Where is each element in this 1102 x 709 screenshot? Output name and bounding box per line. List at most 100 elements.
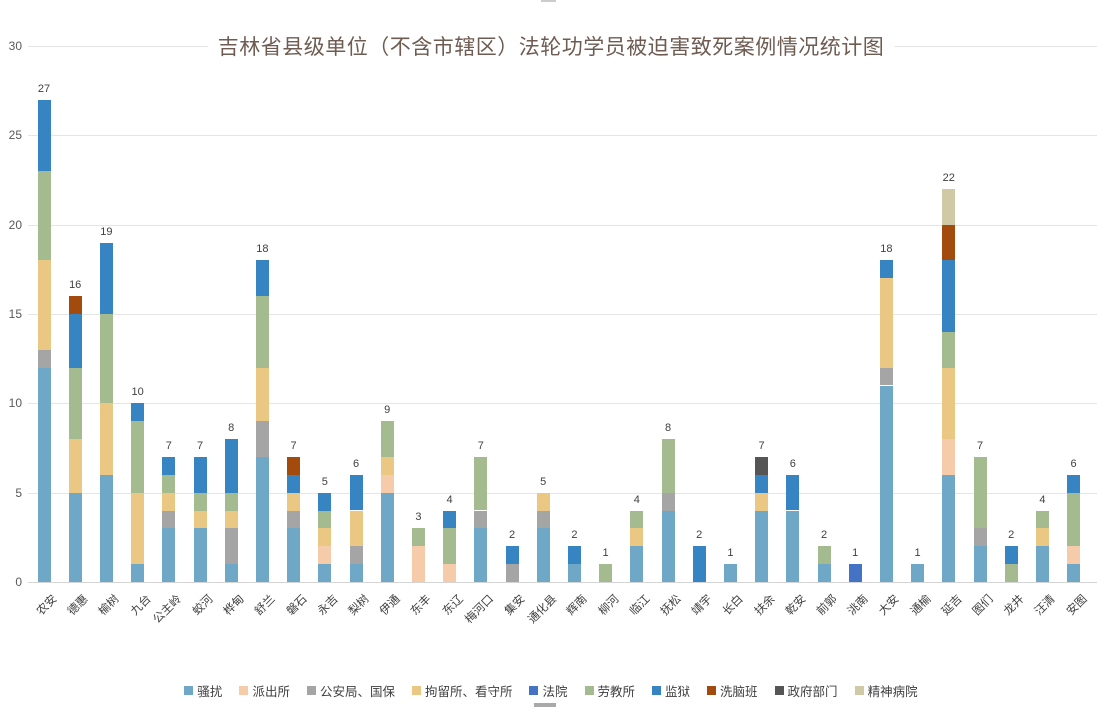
- bar-total-label: 6: [1070, 457, 1077, 470]
- x-axis-label: 延吉: [938, 591, 965, 618]
- legend-label: 劳教所: [597, 684, 636, 699]
- x-axis-label: 柳河: [595, 591, 622, 618]
- bar-segment: [661, 492, 675, 511]
- bar-segment: [131, 564, 145, 582]
- x-axis-label: 德惠: [64, 591, 91, 618]
- bar-segment: [380, 456, 394, 475]
- bar-total-label: 1: [852, 547, 859, 560]
- bar-segment: [37, 349, 51, 368]
- bar-segment: [1067, 474, 1081, 493]
- legend-label: 骚扰: [197, 684, 223, 699]
- legend-item: 精神病院: [854, 681, 918, 700]
- legend-item: 劳教所: [584, 681, 636, 700]
- x-axis-label: 通化县: [524, 591, 559, 627]
- bar-total-label: 7: [165, 439, 172, 452]
- bar-segment: [162, 456, 176, 475]
- bar-segment: [786, 510, 800, 582]
- bar-segment: [1035, 510, 1049, 529]
- x-axis-label: 永吉: [314, 591, 341, 618]
- x-axis-label: 长白: [719, 591, 747, 618]
- bar-segment: [193, 492, 207, 511]
- bar-segment: [68, 367, 82, 440]
- bar-segment: [224, 492, 238, 511]
- y-tick-label: 20: [8, 217, 22, 232]
- x-axis-label: 龙井: [1000, 591, 1027, 618]
- legend-item: 骚扰: [184, 681, 222, 700]
- bar-segment: [630, 528, 644, 547]
- bar-segment: [1035, 528, 1049, 547]
- bar-segment: [287, 528, 301, 582]
- x-axis-label: 蛟河: [189, 591, 216, 618]
- bar-segment: [599, 564, 613, 582]
- bar-total-label: 2: [508, 529, 516, 542]
- bar-segment: [411, 528, 425, 547]
- bar-segment: [287, 456, 301, 475]
- bar-segment: [973, 456, 987, 529]
- bar-segment: [942, 331, 956, 368]
- legend-label: 派出所: [252, 684, 290, 699]
- bar-segment: [37, 260, 51, 350]
- bar-segment: [349, 546, 363, 565]
- bar-segment: [37, 171, 51, 261]
- x-axis-label: 前郭: [813, 591, 840, 618]
- bar-segment: [942, 224, 956, 261]
- bar-total-label: 16: [69, 279, 82, 292]
- legend-swatch: [306, 686, 316, 695]
- x-axis-label: 东丰: [407, 591, 435, 618]
- bar-total-label: 2: [1008, 529, 1015, 542]
- bar-segment: [349, 564, 363, 582]
- legend-swatch: [652, 686, 662, 695]
- bar-segment: [255, 260, 269, 297]
- y-tick-label: 15: [8, 307, 22, 321]
- bar-segment: [131, 403, 145, 422]
- x-axis-label: 图们: [969, 591, 996, 618]
- bar-segment: [99, 474, 113, 582]
- bar-segment: [411, 546, 425, 582]
- x-axis-label: 乾安: [782, 591, 809, 618]
- bar-segment: [380, 474, 394, 493]
- bar-segment: [224, 510, 238, 529]
- bar-segment: [630, 510, 644, 529]
- bar-segment: [505, 564, 519, 582]
- bar-segment: [755, 510, 769, 582]
- x-axis-label: 抚松: [657, 591, 684, 618]
- bar-total-label: 5: [321, 475, 328, 488]
- bar-total-label: 6: [789, 457, 796, 470]
- legend-swatch: [184, 686, 194, 695]
- bar-segment: [911, 564, 925, 582]
- bar-total-label: 4: [1039, 493, 1046, 506]
- bar-total-label: 2: [820, 529, 828, 542]
- bar-total-label: 8: [664, 422, 672, 435]
- bar-total-label: 4: [633, 493, 640, 506]
- bar-segment: [255, 367, 269, 422]
- bar-segment: [318, 510, 332, 529]
- bar-segment: [37, 99, 51, 172]
- bar-segment: [474, 456, 488, 511]
- y-tick-label: 0: [15, 575, 22, 589]
- bar-segment: [692, 546, 706, 582]
- bar-total-label: 18: [880, 243, 893, 256]
- bar-segment: [68, 492, 82, 582]
- bar-total-label: 1: [914, 547, 921, 560]
- bar-segment: [848, 564, 862, 582]
- x-axis-label: 舒兰: [251, 591, 279, 618]
- bar-segment: [942, 474, 956, 582]
- bar-segment: [567, 546, 581, 565]
- legend-item: 公安局、国保: [306, 681, 395, 700]
- bar-segment: [661, 510, 675, 582]
- bar-total-label: 9: [384, 404, 391, 417]
- legend-swatch: [239, 686, 249, 695]
- bar-segment: [287, 492, 301, 511]
- bar-segment: [255, 456, 269, 582]
- bar-segment: [942, 367, 956, 440]
- y-tick-label: 5: [15, 485, 22, 500]
- y-tick-label: 30: [8, 39, 22, 53]
- x-axis-label: 榆树: [95, 591, 123, 618]
- bar-segment: [942, 260, 956, 332]
- bar-segment: [162, 510, 176, 529]
- bar-segment: [380, 492, 394, 582]
- bar-segment: [536, 492, 550, 511]
- legend-swatch: [774, 686, 784, 695]
- legend-item: 监狱: [652, 681, 690, 700]
